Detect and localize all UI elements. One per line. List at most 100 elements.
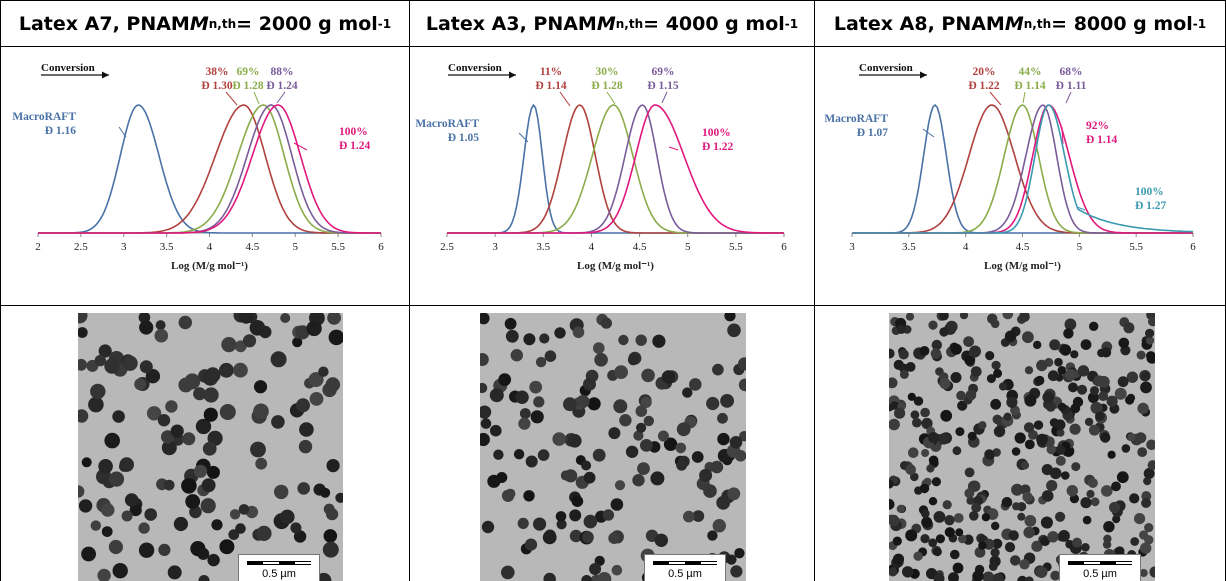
particle <box>717 412 728 424</box>
particle <box>1066 485 1078 497</box>
series-label: MacroRAFT Đ 1.07 <box>824 113 888 139</box>
particle <box>1061 471 1070 480</box>
series-line <box>38 104 381 234</box>
particle <box>90 383 106 400</box>
particle <box>139 360 153 374</box>
x-tick-label: 2 <box>35 241 41 253</box>
particle <box>1035 566 1048 578</box>
particle <box>1033 420 1044 430</box>
particle <box>129 504 142 517</box>
particle <box>542 530 557 545</box>
particle <box>892 536 902 546</box>
series-leader-line <box>989 91 1002 106</box>
series-label-line: MacroRAFT <box>415 118 479 130</box>
particle <box>706 396 720 411</box>
x-tick-label: 2.5 <box>440 241 454 253</box>
particle <box>144 508 157 521</box>
particle <box>206 465 220 479</box>
particle <box>124 493 139 507</box>
particle <box>563 397 577 412</box>
particle <box>493 449 504 460</box>
particle <box>726 554 737 565</box>
particle <box>964 467 975 478</box>
series-leader-line <box>276 91 286 104</box>
particle <box>193 464 208 478</box>
particle <box>480 432 490 447</box>
particle <box>193 387 207 401</box>
particle <box>490 424 502 437</box>
particle <box>990 398 1002 410</box>
particle <box>581 575 592 581</box>
scale-bar-segment <box>279 561 295 565</box>
particle <box>1008 530 1019 541</box>
particle <box>1057 366 1067 375</box>
particle <box>1022 331 1034 344</box>
header-sub: n,th <box>1023 16 1052 31</box>
particle <box>928 497 938 506</box>
particle <box>556 519 567 530</box>
particle <box>139 320 154 335</box>
particle <box>97 568 111 581</box>
particle <box>619 414 632 427</box>
particle <box>1137 402 1149 415</box>
particle <box>504 317 517 330</box>
particle <box>635 334 647 346</box>
particle <box>998 382 1008 391</box>
particle <box>1144 523 1154 533</box>
table-border-col1 <box>409 0 410 581</box>
particle <box>703 484 717 498</box>
particle <box>253 380 268 394</box>
particle <box>145 369 161 384</box>
scale-bar-segment <box>685 561 701 565</box>
particle <box>657 430 669 442</box>
particle <box>233 362 248 378</box>
particle <box>235 523 246 534</box>
conversion-label: Conversion <box>41 62 95 74</box>
particle <box>965 389 977 401</box>
particle <box>950 343 962 355</box>
scale-bar-segment <box>247 561 263 565</box>
table-border-top <box>0 0 1226 1</box>
particle <box>939 313 949 321</box>
scale-bar-ruler <box>653 561 717 565</box>
tem-micrograph <box>78 313 343 581</box>
series-leader-line <box>559 91 571 107</box>
series-leader-line <box>922 128 935 138</box>
series-label-line: Đ 1.22 <box>702 141 734 153</box>
particle <box>967 431 977 441</box>
table-border-left <box>0 0 1 581</box>
particle <box>178 315 192 330</box>
particle <box>692 510 705 522</box>
particle <box>1123 322 1135 334</box>
particle <box>928 455 939 466</box>
particle <box>1024 366 1034 375</box>
particle <box>78 499 93 513</box>
series-label: 20% Đ 1.22 <box>968 66 1000 92</box>
header-sub: n,th <box>208 16 237 31</box>
particle <box>323 529 338 543</box>
particle <box>274 484 289 500</box>
particle <box>1028 430 1038 440</box>
series-label-line: Đ 1.05 <box>448 132 480 144</box>
particle <box>316 572 332 581</box>
particle <box>1041 490 1054 502</box>
particle <box>253 403 269 420</box>
particle <box>480 405 492 419</box>
particle <box>552 432 566 446</box>
particle <box>1095 411 1105 422</box>
x-tick-label: 5.5 <box>331 241 345 253</box>
particle <box>1014 432 1026 444</box>
scale-bar: 0.5 µm <box>238 554 320 581</box>
particle <box>1077 365 1090 377</box>
particle <box>944 515 955 526</box>
particle <box>309 392 324 406</box>
particle <box>489 388 504 403</box>
particle <box>498 373 512 386</box>
particle <box>1004 542 1016 553</box>
particle <box>1146 439 1155 451</box>
particle <box>78 409 89 423</box>
particle <box>583 377 596 391</box>
series-line <box>447 104 784 234</box>
particle <box>896 504 905 513</box>
